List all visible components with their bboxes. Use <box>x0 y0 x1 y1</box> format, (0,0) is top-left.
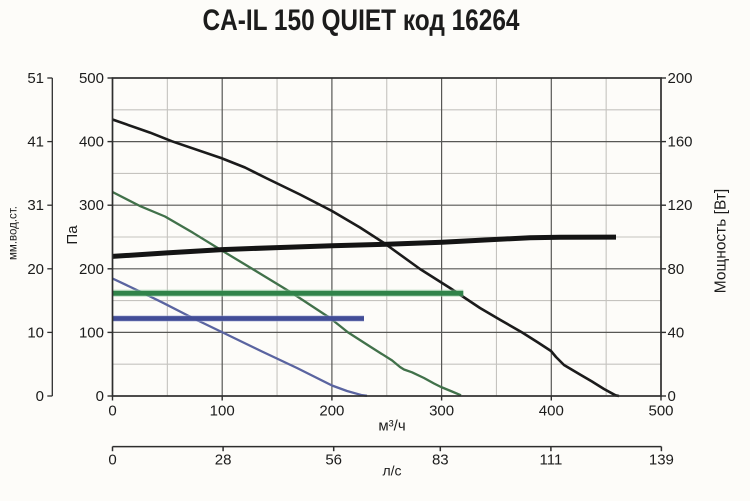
svg-text:200: 200 <box>79 261 104 278</box>
svg-text:160: 160 <box>668 134 693 151</box>
svg-text:Па: Па <box>64 225 81 245</box>
svg-text:400: 400 <box>539 403 564 420</box>
svg-text:200: 200 <box>668 70 693 87</box>
svg-text:0: 0 <box>36 388 44 405</box>
svg-text:51: 51 <box>27 70 44 87</box>
svg-text:0: 0 <box>108 403 116 420</box>
svg-text:41: 41 <box>27 134 44 151</box>
svg-text:139: 139 <box>649 452 674 469</box>
svg-text:0: 0 <box>108 452 116 469</box>
svg-text:40: 40 <box>668 324 685 341</box>
svg-text:120: 120 <box>668 197 693 214</box>
svg-text:400: 400 <box>79 134 104 151</box>
svg-text:м³/ч: м³/ч <box>378 418 405 435</box>
svg-text:31: 31 <box>27 197 44 214</box>
svg-text:300: 300 <box>79 197 104 214</box>
svg-text:83: 83 <box>432 452 449 469</box>
svg-text:500: 500 <box>79 70 104 87</box>
svg-text:56: 56 <box>325 452 342 469</box>
svg-text:28: 28 <box>215 452 232 469</box>
svg-text:200: 200 <box>319 403 344 420</box>
svg-text:0: 0 <box>668 388 676 405</box>
svg-text:100: 100 <box>79 324 104 341</box>
svg-text:Мощность [Вт]: Мощность [Вт] <box>713 189 730 293</box>
svg-text:мм.вод.ст.: мм.вод.ст. <box>8 206 20 260</box>
svg-text:20: 20 <box>27 261 44 278</box>
svg-text:100: 100 <box>210 403 235 420</box>
svg-text:CA-IL 150 QUIET код 16264: CA-IL 150 QUIET код 16264 <box>203 4 520 37</box>
svg-text:80: 80 <box>668 261 685 278</box>
svg-text:300: 300 <box>429 403 454 420</box>
svg-text:л/с: л/с <box>382 463 401 479</box>
svg-text:0: 0 <box>96 388 104 405</box>
svg-text:111: 111 <box>539 452 562 469</box>
svg-text:500: 500 <box>648 403 673 420</box>
svg-text:10: 10 <box>27 324 44 341</box>
